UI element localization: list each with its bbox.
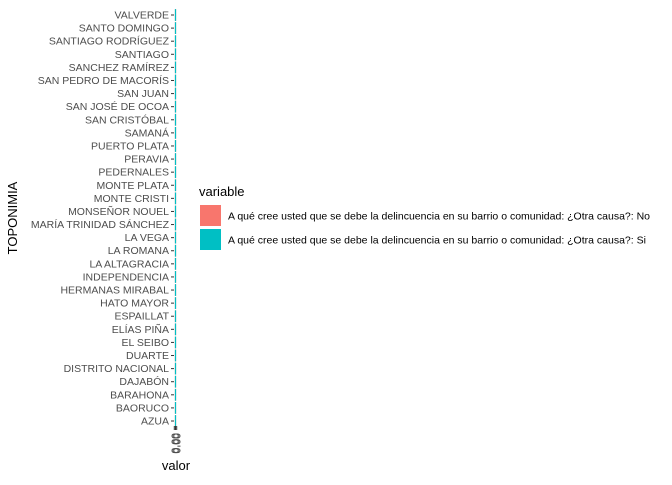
bar-si	[174, 284, 177, 296]
y-tick-label: LA ROMANA	[108, 245, 169, 257]
bar-si	[174, 205, 177, 218]
bar-si	[174, 48, 177, 61]
x-axis-title: valor	[162, 458, 191, 473]
bars-layer	[174, 9, 177, 427]
legend-label: A qué cree usted que se debe la delincue…	[228, 211, 650, 223]
y-tick-label: DAJABÓN	[119, 375, 169, 388]
bar-si	[174, 126, 177, 139]
bar-si	[174, 297, 177, 310]
legend-swatch	[200, 205, 221, 226]
y-tick-label: PEDERNALES	[98, 167, 169, 179]
y-tick-label: SAN CRISTÓBAL	[85, 113, 169, 126]
y-tick-label: SAMANÁ	[125, 126, 169, 139]
bar-si	[174, 9, 177, 21]
y-tick-label: LA VEGA	[125, 232, 169, 244]
y-tick-label: MONTE PLATA	[96, 180, 169, 192]
bar-si	[174, 100, 177, 113]
bar-si	[174, 87, 177, 100]
bar-si	[174, 415, 177, 427]
y-tick-label: VALVERDE	[115, 10, 169, 22]
y-tick-label: SANCHEZ RAMÍREZ	[69, 61, 170, 74]
y-tick-label: SAN JOSÉ DE OCOA	[66, 100, 169, 113]
bar-si	[174, 218, 177, 231]
bar-si	[174, 153, 177, 165]
bar-si	[174, 179, 177, 192]
bar-si	[174, 388, 177, 401]
x-tick-label: 0.00	[172, 433, 184, 454]
y-axis-title: TOPONIMIA	[5, 181, 20, 254]
bar-si	[174, 323, 177, 336]
y-tick-label: HERMANAS MIRABAL	[60, 285, 169, 297]
y-tick-label: INDEPENDENCIA	[83, 271, 169, 283]
legend-swatch	[200, 229, 221, 250]
y-tick-label: ESPAILLAT	[115, 311, 170, 323]
bar-si	[174, 231, 177, 244]
bar-si	[174, 375, 177, 388]
x-tick-label: 0.00	[169, 433, 181, 454]
bar-si	[174, 271, 177, 283]
bar-si	[174, 244, 177, 257]
y-tick-label: SAN JUAN	[117, 88, 169, 100]
y-tick-label: MONTE CRISTI	[94, 193, 169, 205]
y-tick-label: DUARTE	[126, 350, 169, 362]
bar-si	[174, 140, 177, 152]
y-tick-label: DISTRITO NACIONAL	[64, 363, 170, 375]
y-tick-label: AZUA	[141, 416, 169, 428]
bar-si	[174, 74, 177, 87]
y-tick-label: BAORUCO	[116, 402, 169, 414]
legend: variable A qué cree usted que se debe la…	[199, 184, 650, 250]
y-tick-label: SANTO DOMINGO	[79, 23, 169, 35]
y-tick-label: EL SEIBO	[122, 337, 169, 349]
y-tick-label: MARÍA TRINIDAD SÁNCHEZ	[31, 218, 170, 231]
y-tick-label: ELÍAS PIÑA	[112, 323, 169, 336]
y-tick-label: SAN PEDRO DE MACORÍS	[38, 74, 169, 87]
legend-label: A qué cree usted que se debe la delincue…	[228, 235, 646, 247]
bar-si	[174, 310, 177, 323]
bar-si	[174, 257, 177, 270]
y-tick-label: LA ALTAGRACIA	[89, 258, 169, 270]
y-tick-label: SANTIAGO	[115, 49, 169, 61]
legend-title: variable	[199, 184, 245, 199]
bar-si	[174, 22, 177, 34]
y-tick-label: BARAHONA	[110, 389, 169, 401]
y-tick-label: SANTIAGO RODRÍGUEZ	[49, 35, 170, 48]
bar-si	[174, 113, 177, 126]
y-tick-label: PERAVIA	[124, 154, 169, 166]
y-tick-label: MONSEÑOR NOUEL	[68, 205, 169, 218]
x-tick-label: 0.00	[171, 433, 183, 454]
y-tick-label: HATO MAYOR	[100, 298, 169, 310]
bar-si	[174, 402, 177, 414]
y-tick-label: PUERTO PLATA	[91, 140, 169, 152]
bar-si	[174, 336, 177, 349]
bar-si	[174, 192, 177, 205]
bar-si	[174, 166, 177, 179]
bar-si	[174, 61, 177, 74]
bar-si	[174, 35, 177, 48]
x-axis: 0.000.000.00	[169, 426, 184, 454]
bar-si	[174, 362, 177, 375]
bar-si	[174, 349, 177, 362]
